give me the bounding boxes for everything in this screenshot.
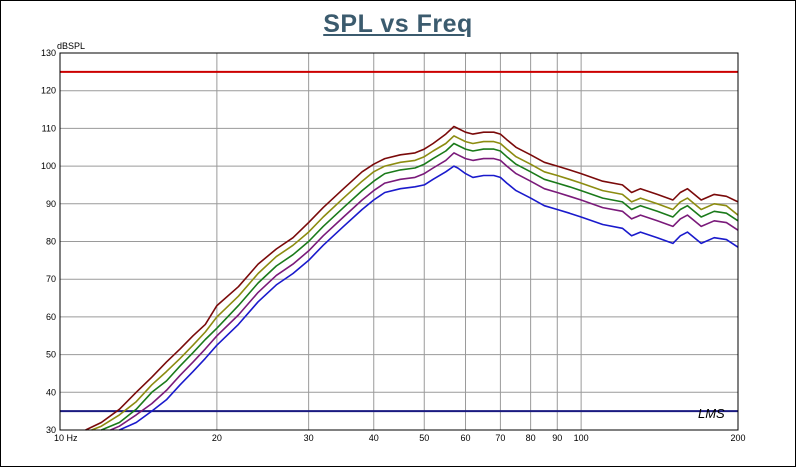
x-tick-label: 90 — [552, 433, 562, 443]
y-tick-label: 90 — [46, 199, 56, 209]
series-lines — [85, 125, 739, 431]
x-tick-label: 50 — [419, 433, 429, 443]
y-tick-label: 70 — [46, 274, 56, 284]
y-axis-label: dBSPL — [57, 41, 85, 51]
y-tick-label: 50 — [46, 350, 56, 360]
trace-2-line — [91, 135, 739, 431]
lms-watermark: LMS — [698, 406, 725, 421]
y-tick-label: 120 — [41, 86, 56, 96]
y-tick-label: 60 — [46, 312, 56, 322]
x-tick-label: 70 — [495, 433, 505, 443]
y-tick-label: 80 — [46, 237, 56, 247]
x-tick-label: 80 — [526, 433, 536, 443]
trace-4-line — [110, 152, 739, 431]
x-tick-label: 20 — [212, 433, 222, 443]
y-tick-label: 40 — [46, 387, 56, 397]
trace-3-line — [100, 142, 739, 431]
chart-title: SPL vs Freq — [323, 10, 473, 38]
y-tick-label: 100 — [41, 161, 56, 171]
x-tick-label: 100 — [574, 433, 589, 443]
x-tick-label: 10 Hz — [54, 433, 78, 443]
y-tick-label: 30 — [46, 425, 56, 435]
trace-5-line — [119, 165, 739, 431]
y-tick-label: 130 — [41, 48, 56, 58]
x-tick-label: 60 — [461, 433, 471, 443]
plot-border — [59, 52, 739, 431]
reference-lines — [60, 70, 738, 413]
y-tick-label: 110 — [42, 123, 56, 133]
x-tick-label: 30 — [304, 433, 314, 443]
x-tick-label: 200 — [730, 433, 745, 443]
trace-1-line — [85, 125, 739, 431]
tick-labels: 10 Hz 20 30 40 50 60 70 80 90 100 200 30 40 50 60 70 80 9… — [41, 48, 746, 443]
x-tick-label: 40 — [369, 433, 379, 443]
